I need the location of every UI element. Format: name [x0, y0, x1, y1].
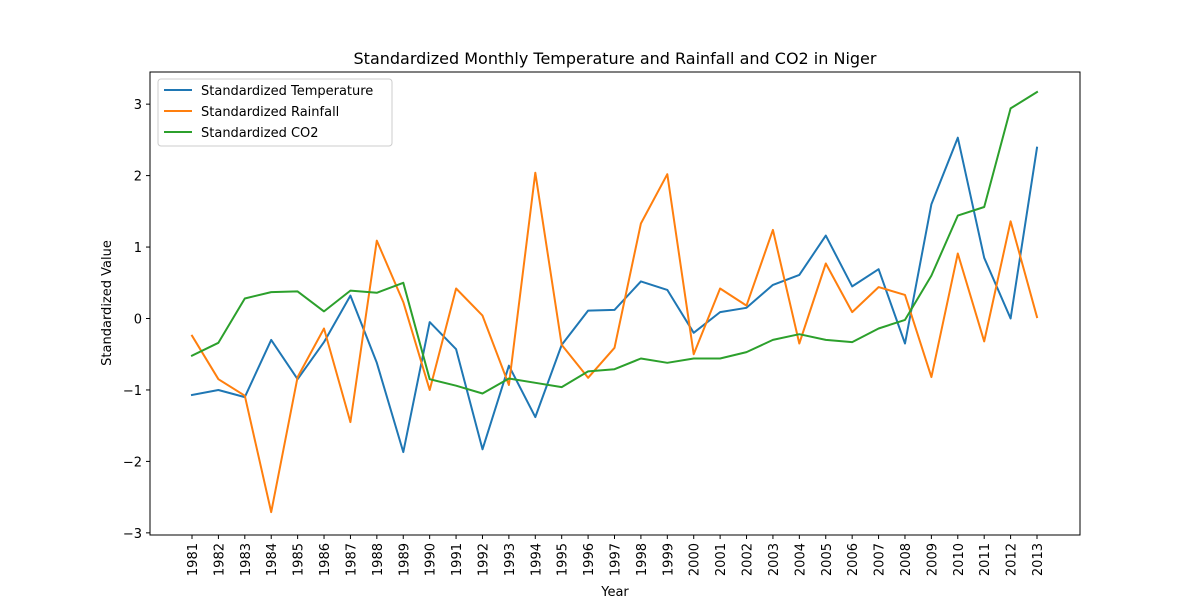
legend-box: [157, 78, 393, 147]
y-tick-label: 3: [134, 98, 142, 113]
x-tick-label: 2001: [714, 543, 729, 576]
x-tick-label: 1994: [529, 543, 544, 576]
x-tick-label: 2012: [1005, 543, 1020, 576]
x-tick-label: 1993: [503, 543, 518, 576]
y-axis-label: Standardized Value: [100, 240, 115, 366]
x-tick-label: 1984: [265, 543, 280, 576]
y-tick-label: −3: [123, 527, 142, 542]
x-tick-label: 2006: [846, 543, 861, 576]
x-tick-label: 1987: [344, 543, 359, 576]
series-line-0: [190, 136, 1039, 454]
x-tick-label: 1982: [212, 543, 227, 576]
x-tick-label: 1999: [661, 543, 676, 576]
x-tick-label: 1991: [450, 543, 465, 576]
legend-label: Standardized Rainfall: [201, 105, 339, 120]
series-line-1: [190, 171, 1039, 514]
chart-title: Standardized Monthly Temperature and Rai…: [354, 49, 877, 68]
x-tick-label: 2005: [820, 543, 835, 576]
plot-area: [190, 90, 1039, 514]
x-axis: 1981 1982 1983 1984 1985 1986 1987 1988 1989 1990…: [186, 535, 1046, 576]
x-tick-label: 2013: [1031, 543, 1046, 576]
x-tick-label: 2003: [767, 543, 782, 576]
x-tick-label: 1989: [397, 543, 412, 576]
x-tick-label: 2008: [899, 543, 914, 576]
x-tick-label: 1988: [371, 543, 386, 576]
x-tick-label: 2011: [978, 543, 993, 576]
x-tick-label: 1985: [292, 543, 307, 576]
x-tick-label: 1981: [186, 543, 201, 576]
y-axis: −3 −2 −1 0 1 2 3: [123, 98, 150, 542]
y-tick-label: 0: [134, 313, 142, 328]
legend-label: Standardized Temperature: [201, 84, 373, 99]
x-tick-label: 2010: [952, 543, 967, 576]
series-line-2: [190, 90, 1039, 395]
x-tick-label: 1990: [424, 543, 439, 576]
x-tick-label: 1996: [582, 543, 597, 576]
x-tick-label: 1983: [239, 543, 254, 576]
legend: Standardized Temperature Standardized Rai…: [157, 78, 393, 147]
x-tick-label: 1995: [556, 543, 571, 576]
x-tick-label: 2000: [688, 543, 703, 576]
x-tick-label: 1997: [609, 543, 624, 576]
y-tick-label: −1: [123, 384, 142, 399]
x-tick-label: 1986: [318, 543, 333, 576]
y-tick-label: 1: [134, 241, 142, 256]
x-tick-label: 2009: [925, 543, 940, 576]
y-tick-label: −2: [123, 455, 142, 470]
x-tick-label: 2004: [793, 543, 808, 576]
y-tick-label: 2: [134, 170, 142, 185]
x-axis-label: Year: [600, 585, 629, 600]
x-tick-label: 1998: [635, 543, 650, 576]
x-tick-label: 2007: [873, 543, 888, 576]
legend-label: Standardized CO2: [201, 126, 319, 141]
x-tick-label: 1992: [476, 543, 491, 576]
x-tick-label: 2002: [741, 543, 756, 576]
